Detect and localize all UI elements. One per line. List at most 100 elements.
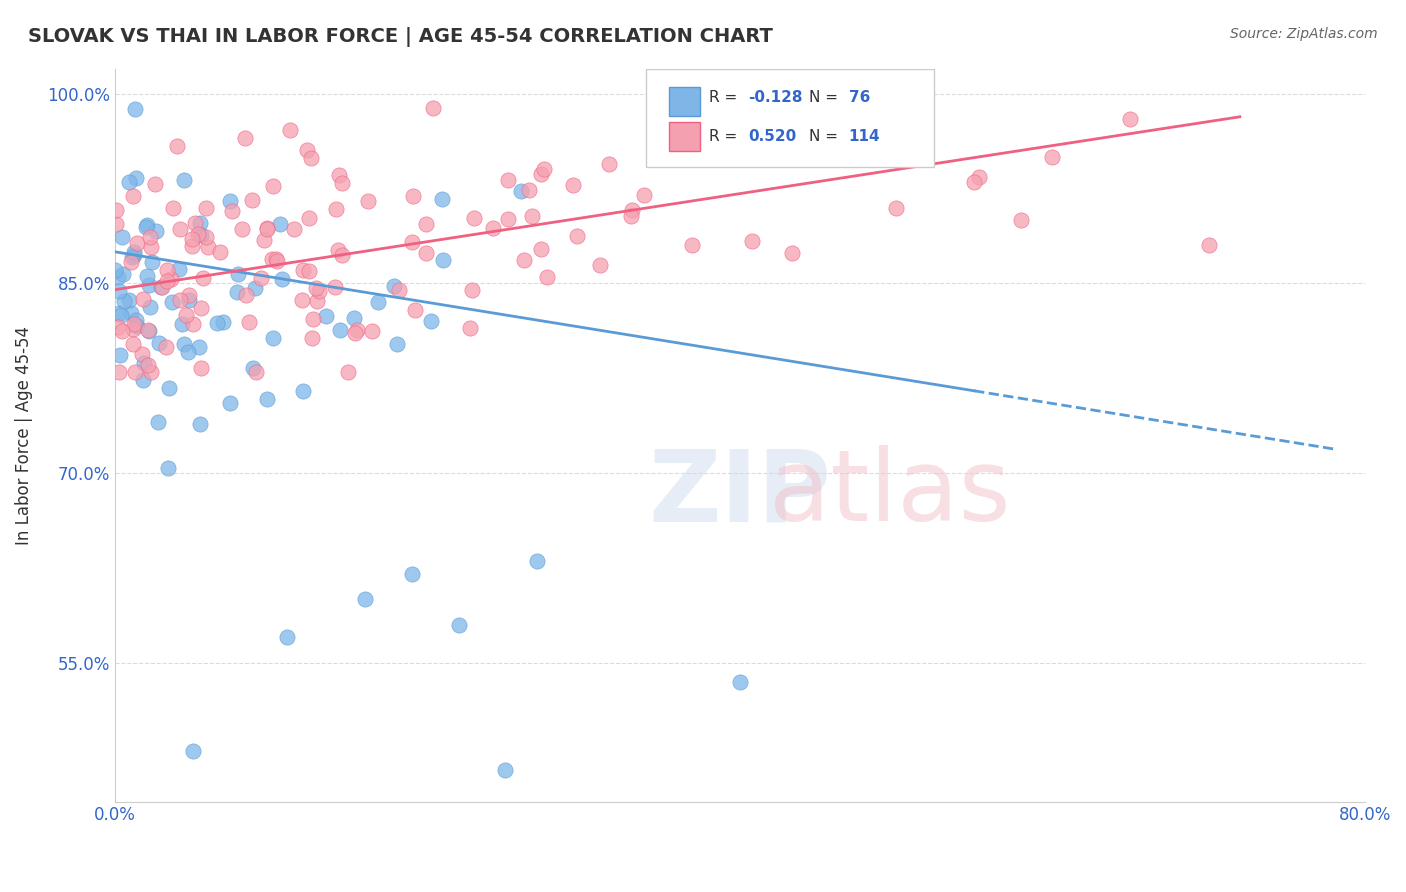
- Point: [725, 136, 748, 150]
- Point: [181, 232, 204, 246]
- Point: [432, 192, 454, 206]
- Point: [218, 396, 240, 410]
- Point: [184, 216, 207, 230]
- Point: [167, 262, 190, 277]
- Point: [337, 365, 360, 379]
- Point: [136, 218, 159, 232]
- Point: [177, 345, 200, 359]
- Point: [110, 325, 132, 339]
- Point: [357, 194, 380, 209]
- Point: [112, 267, 135, 281]
- Point: [146, 415, 169, 429]
- Point: [385, 337, 408, 351]
- Point: [118, 175, 141, 189]
- Point: [963, 175, 986, 189]
- Point: [159, 271, 181, 285]
- Point: [226, 285, 249, 299]
- Point: [315, 310, 337, 324]
- Point: [122, 336, 145, 351]
- Point: [419, 314, 441, 328]
- Point: [415, 245, 437, 260]
- Point: [194, 229, 217, 244]
- Point: [256, 222, 278, 236]
- Point: [174, 308, 197, 322]
- Text: R =: R =: [709, 90, 741, 105]
- Point: [520, 210, 543, 224]
- Point: [107, 319, 129, 334]
- Point: [105, 217, 128, 231]
- Point: [181, 239, 204, 253]
- Point: [967, 169, 990, 184]
- Point: [120, 306, 142, 320]
- Point: [187, 227, 209, 242]
- Point: [422, 101, 444, 115]
- Point: [188, 417, 211, 432]
- Point: [243, 280, 266, 294]
- Point: [530, 167, 553, 181]
- Point: [139, 365, 162, 379]
- Point: [195, 201, 218, 215]
- Point: [169, 222, 191, 236]
- Point: [283, 222, 305, 236]
- Point: [298, 211, 321, 225]
- Point: [346, 323, 368, 337]
- Point: [526, 554, 548, 568]
- Point: [104, 202, 127, 217]
- Point: [1010, 213, 1032, 227]
- Point: [432, 253, 454, 268]
- Point: [177, 288, 200, 302]
- Point: [122, 322, 145, 336]
- Point: [1040, 150, 1063, 164]
- Point: [118, 293, 141, 307]
- Point: [291, 262, 314, 277]
- Point: [458, 321, 481, 335]
- Point: [121, 250, 143, 264]
- Point: [221, 204, 243, 219]
- Text: atlas: atlas: [769, 445, 1011, 542]
- Point: [187, 340, 209, 354]
- Text: 76: 76: [849, 90, 870, 105]
- Point: [219, 194, 242, 209]
- Point: [160, 294, 183, 309]
- Point: [181, 317, 204, 331]
- Point: [177, 293, 200, 308]
- Point: [132, 293, 155, 307]
- Point: [148, 335, 170, 350]
- Point: [533, 162, 555, 177]
- Point: [291, 293, 314, 308]
- Point: [353, 592, 375, 607]
- Y-axis label: In Labor Force | Age 45-54: In Labor Force | Age 45-54: [15, 326, 32, 544]
- Point: [530, 242, 553, 256]
- Point: [276, 630, 298, 644]
- Point: [166, 139, 188, 153]
- Point: [494, 763, 516, 777]
- Point: [728, 674, 751, 689]
- Point: [107, 270, 129, 285]
- Point: [245, 365, 267, 379]
- Point: [343, 310, 366, 325]
- Point: [301, 331, 323, 345]
- Point: [463, 211, 485, 225]
- Point: [1198, 238, 1220, 252]
- Point: [208, 244, 231, 259]
- Point: [330, 248, 353, 262]
- Text: R =: R =: [709, 129, 741, 145]
- Point: [266, 254, 288, 268]
- Point: [127, 318, 149, 333]
- Point: [145, 225, 167, 239]
- Point: [135, 220, 157, 235]
- Point: [110, 308, 132, 322]
- Point: [173, 172, 195, 186]
- Point: [344, 326, 367, 340]
- Point: [536, 269, 558, 284]
- Point: [401, 567, 423, 582]
- Point: [323, 280, 346, 294]
- Point: [233, 131, 256, 145]
- Point: [231, 222, 253, 236]
- Point: [122, 245, 145, 260]
- Point: [250, 270, 273, 285]
- Point: [108, 284, 131, 298]
- Point: [190, 227, 212, 242]
- Point: [308, 284, 330, 298]
- FancyBboxPatch shape: [668, 87, 700, 116]
